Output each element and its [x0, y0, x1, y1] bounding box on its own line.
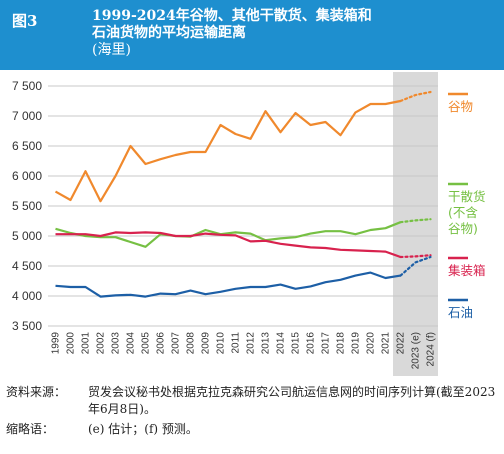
x-tick-label: 1999	[51, 332, 62, 355]
x-tick-label: 2007	[171, 332, 182, 355]
abbreviation-note: 缩略语： (e) 估计；(f) 预测。	[6, 421, 498, 438]
x-tick-label: 2015	[291, 332, 302, 355]
x-tick-label: 2016	[306, 332, 317, 355]
y-tick-label: 3 500	[12, 319, 42, 333]
figure-header: 图3 1999-2024年谷物、其他干散货、集装箱和 石油货物的平均运输距离 (…	[0, 0, 504, 70]
y-tick-label: 6 500	[12, 139, 42, 153]
x-tick-label: 2011	[231, 332, 242, 354]
x-tick-label: 2009	[201, 332, 212, 355]
forecast-band	[393, 72, 438, 376]
series-line-oil	[55, 271, 401, 298]
abbreviation-label: 缩略语：	[6, 422, 55, 436]
chart-title-line2: 石油货物的平均运输距离	[92, 25, 246, 41]
x-tick-label: 2008	[186, 332, 197, 355]
legend-label-container: 集装箱	[448, 263, 486, 278]
series-line-grain	[54, 99, 401, 203]
figure-label: 图3	[12, 12, 38, 30]
series-forecast-line-oil	[399, 255, 432, 277]
legend-label-oil: 石油	[448, 305, 473, 320]
x-tick-label: 2005	[141, 332, 152, 355]
x-tick-label: 2004	[126, 332, 137, 355]
legend-label-dry_bulk: 干散货	[448, 189, 486, 204]
series-forecast-line-grain	[399, 90, 432, 103]
x-tick-label: 2001	[81, 332, 92, 355]
y-tick-label: 4 000	[12, 289, 42, 303]
abbreviation-text: (e) 估计；(f) 预测。	[88, 422, 198, 436]
y-tick-label: 7 000	[12, 109, 42, 123]
x-tick-label: 2003	[111, 332, 122, 355]
series-forecast-line-container	[399, 254, 432, 259]
chart-title: 1999-2024年谷物、其他干散货、集装箱和 石油货物的平均运输距离 (海里)	[92, 8, 492, 59]
legend-label-grain: 谷物	[448, 99, 473, 114]
x-tick-label: 2019	[351, 332, 362, 355]
y-tick-label: 5 000	[12, 229, 42, 243]
x-tick-label: 2024 (f)	[426, 332, 437, 366]
x-tick-label: 2017	[321, 332, 332, 355]
chart-unit: (海里)	[92, 42, 131, 58]
x-tick-label: 2022	[396, 332, 407, 355]
x-tick-label: 2002	[96, 332, 107, 355]
x-tick-label: 2006	[156, 332, 167, 355]
line-chart: 3 500 4 000 4 500 5 000 5 500 6 000 6 500 7 000…	[12, 72, 486, 376]
source-note: 资料来源： 贸发会议秘书处根据克拉克森研究公司航运信息网的时间序列计算(截至20…	[6, 384, 498, 418]
x-tick-label: 2020	[366, 332, 377, 355]
source-text: 贸发会议秘书处根据克拉克森研究公司航运信息网的时间序列计算(截至2023年6月8…	[88, 385, 496, 416]
x-tick-label: 2013	[261, 332, 272, 355]
y-tick-label: 6 000	[12, 169, 42, 183]
y-tick-label: 4 500	[12, 259, 42, 273]
legend-label-dry_bulk: 谷物)	[448, 221, 478, 236]
x-tick-label: 2018	[336, 332, 347, 355]
series-line-dry_bulk	[55, 221, 401, 248]
chart-title-line1: 1999-2024年谷物、其他干散货、集装箱和	[92, 8, 372, 24]
x-tick-label: 2014	[276, 332, 287, 355]
y-tick-label: 7 500	[12, 79, 42, 93]
series-forecast-line-dry_bulk	[399, 218, 432, 224]
legend-label-dry_bulk: (不含	[448, 205, 478, 220]
chart-notes: 资料来源： 贸发会议秘书处根据克拉克森研究公司航运信息网的时间序列计算(截至20…	[6, 384, 498, 441]
x-tick-label: 2021	[381, 332, 392, 355]
x-tick-label: 2023 (e)	[411, 332, 422, 369]
x-tick-label: 2012	[246, 332, 257, 355]
y-tick-label: 5 500	[12, 199, 42, 213]
x-tick-label: 2010	[216, 332, 227, 355]
source-label: 资料来源：	[6, 385, 67, 399]
series-line-container	[55, 231, 401, 259]
x-tick-label: 2000	[66, 332, 77, 355]
